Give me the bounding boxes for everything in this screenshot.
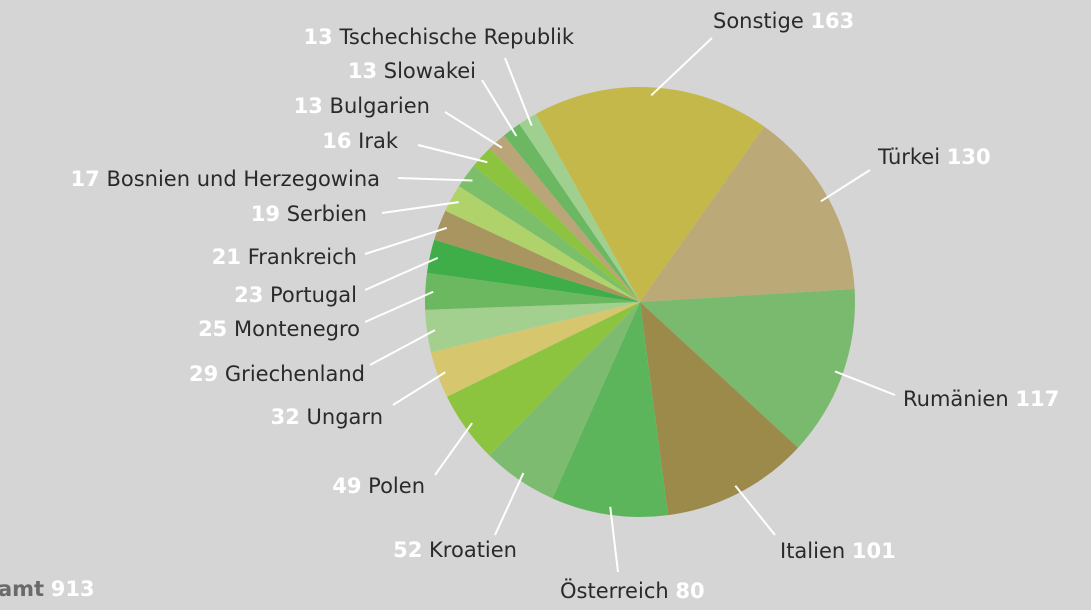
value-label: 130 [947,145,991,169]
pie-slice [425,302,640,353]
leader-line [504,57,533,126]
category-name: Bosnien und Herzegowina [106,167,380,191]
slice-label: Sonstige 163 [713,9,854,33]
category-name: Frankreich [248,245,357,269]
value-label: 17 [71,167,100,191]
value-label: 25 [198,317,227,341]
slice-label: 32 Ungarn [271,405,383,429]
leader-line [650,37,713,97]
value-label: 13 [294,94,323,118]
leader-line [444,111,503,149]
category-name: Slowakei [384,59,476,83]
pie-slice [535,86,765,302]
leader-line [397,177,473,182]
value-label: 32 [271,405,300,429]
value-label: 13 [304,25,333,49]
pie-slice [489,302,640,499]
leader-line [494,472,525,536]
slice-label: Türkei 130 [877,145,991,169]
total-value: 913 [51,577,95,601]
leader-line [481,79,518,137]
category-name: Türkei [877,145,940,169]
value-label: 52 [393,538,422,562]
pie-slice [519,113,640,303]
slice-label: 13 Bulgarien [294,94,430,118]
slice-label: 49 Polen [332,474,425,498]
value-label: 19 [251,202,280,226]
slice-label: 25 Montenegro [198,317,360,341]
category-name: Griechenland [225,362,365,386]
category-name: Montenegro [234,317,360,341]
pie-slice [640,126,855,302]
pie-slice [552,302,669,517]
leader-line [434,422,473,476]
category-name: Italien [780,539,845,563]
category-name: Rumänien [903,387,1009,411]
slice-label: 17 Bosnien und Herzegowina [71,167,380,191]
value-label: 21 [212,245,241,269]
pie-slice [446,302,640,456]
category-name: Bulgarien [330,94,430,118]
value-label: 117 [1015,387,1059,411]
category-name: Sonstige [713,9,804,33]
pie-slice [430,302,640,397]
slice-label: 21 Frankreich [212,245,357,269]
slice-label: Italien 101 [780,539,896,563]
slice-label: 13 Tschechische Republik [304,25,575,49]
category-name: Portugal [270,283,357,307]
leader-line [364,226,448,255]
slice-label: 16 Irak [322,129,399,153]
slice-label: Österreich 80 [560,578,705,603]
category-name: Serbien [287,202,367,226]
value-label: 163 [810,9,854,33]
category-name: Österreich [560,578,669,603]
leader-line [364,290,434,323]
value-label: 101 [852,539,896,563]
slice-label: 52 Kroatien [393,538,517,562]
leader-line [381,201,459,214]
pie-slice [473,148,640,302]
pie-slice [503,124,640,302]
category-name: Irak [358,129,399,153]
leader-line [820,169,871,203]
value-label: 49 [332,474,361,498]
category-name: Polen [368,474,425,498]
leader-line [392,371,446,406]
slice-label: 19 Serbien [251,202,367,226]
pie-slice [425,272,640,310]
value-label: 80 [675,579,704,603]
total: amt 913 [0,577,95,601]
category-name: Ungarn [307,405,383,429]
leader-line [734,485,776,536]
slice-label: Rumänien 117 [903,387,1059,411]
slice-label: 23 Portugal [234,283,357,307]
pie-slice [640,288,855,448]
pie-slice [640,302,799,516]
leader-line [364,256,439,291]
leader-line [417,144,488,164]
slice-label: 29 Griechenland [189,362,365,386]
category-name: Tschechische Republik [338,25,574,49]
pie-slice [434,210,640,302]
leader-line [609,506,619,573]
leader-line [369,329,436,366]
leader-line [834,370,896,396]
pie-slice [445,186,640,302]
value-label: 23 [234,283,263,307]
pie-slice [489,135,640,302]
slice-label: 13 Slowakei [348,59,476,83]
value-label: 16 [322,129,351,153]
value-label: 29 [189,362,218,386]
pie-slice [458,165,640,302]
pie-slice [426,239,640,302]
category-name: Kroatien [429,538,517,562]
total-label: amt [0,577,44,601]
value-label: 13 [348,59,377,83]
